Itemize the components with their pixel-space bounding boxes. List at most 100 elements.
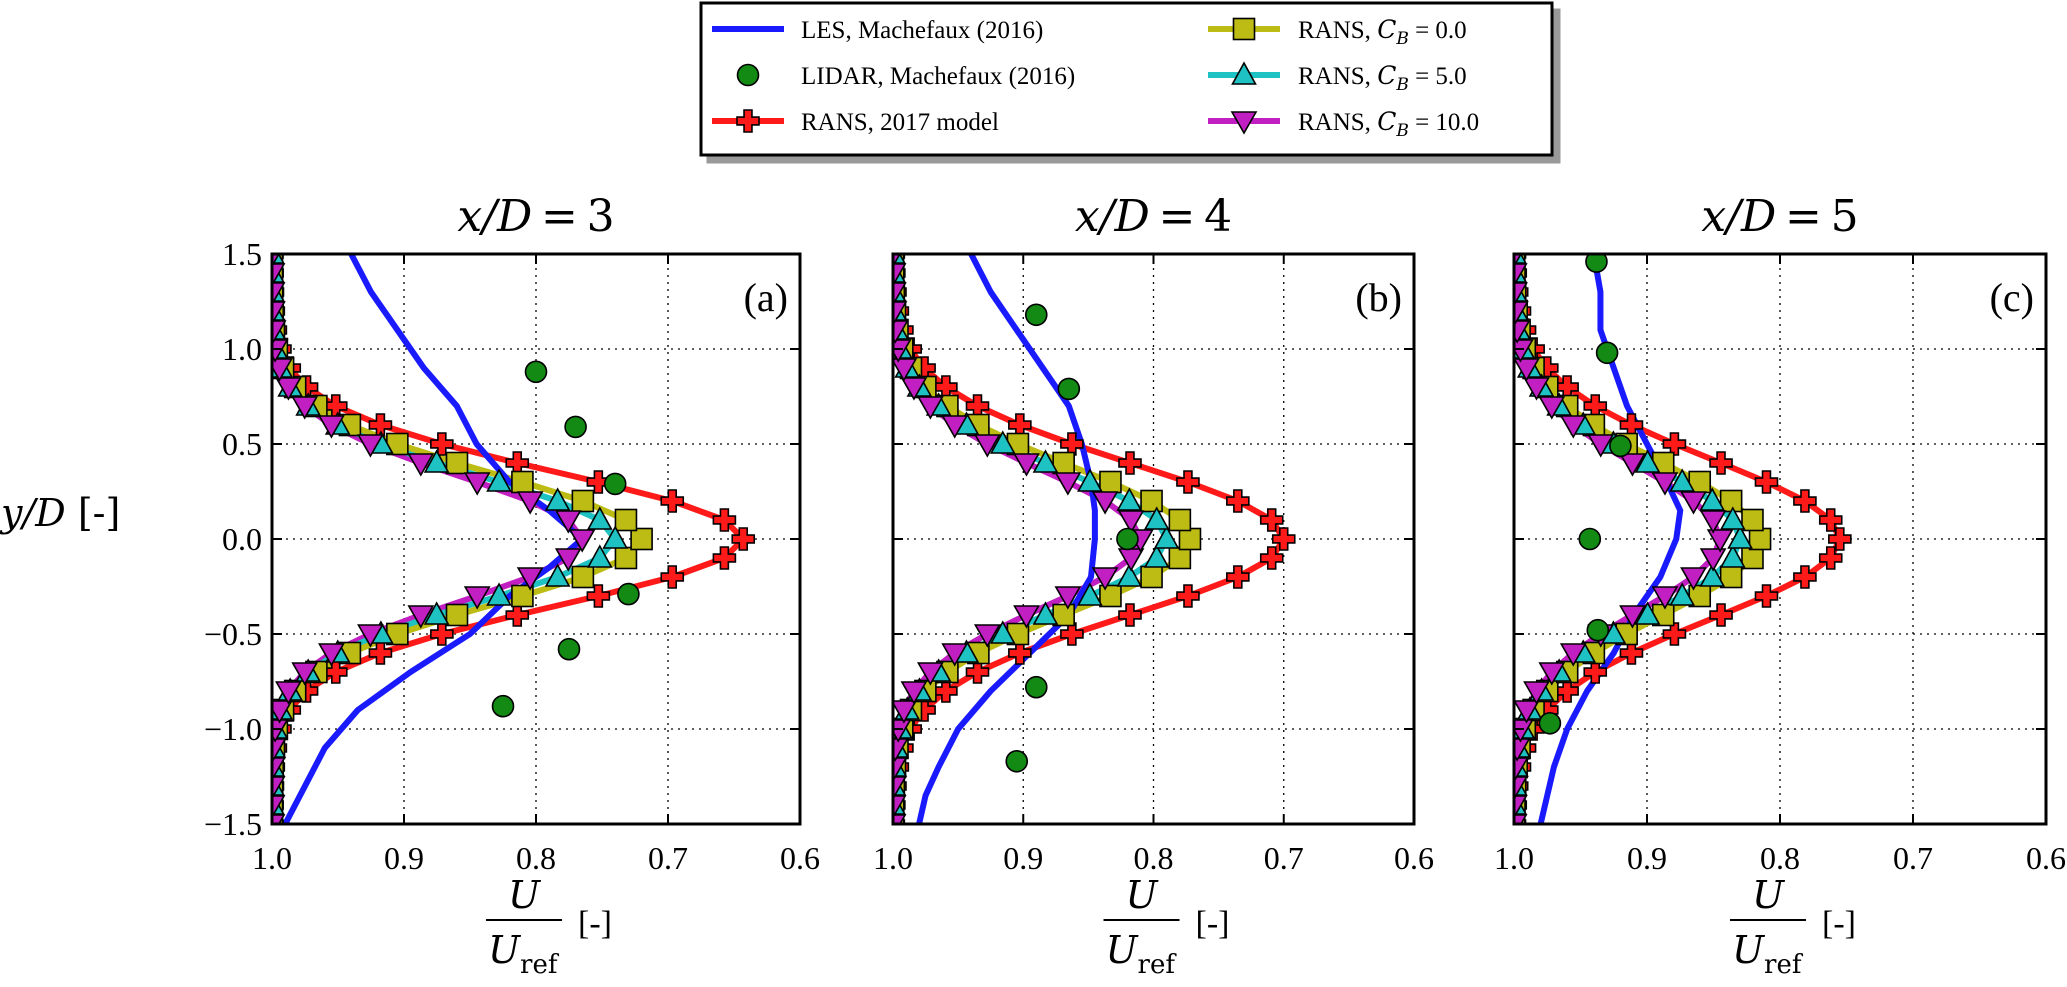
y-tick-label: 0.0 [222,521,262,557]
data-point-rans2017 [368,641,393,665]
data-point-rans2017 [1754,470,1779,494]
panel-title-var: x/D [1701,191,1776,242]
x-tick-label: 0.6 [780,840,820,876]
y-label: y/D [-] [0,491,120,535]
legend-symbol-C: C [1377,15,1396,44]
panel-label: (c) [1990,275,2034,320]
data-point-rans2017 [1662,432,1687,456]
data-point-cb5 [586,506,613,530]
legend-label-cb0: RANS, CB = 0.0 [1298,15,1467,49]
x-label-unit: [-] [1196,905,1230,942]
x-label-denominator: Uref [1106,928,1178,980]
data-point-cb0 [614,546,638,570]
x-tick-label: 0.6 [2026,840,2066,876]
data-point-rans2017 [1008,641,1032,665]
data-point-cb0 [571,565,595,589]
x-label-denominator: Uref [1732,928,1804,980]
data-point-cb10 [1680,491,1707,515]
legend-marker-lidar [736,63,760,87]
x-label-denominator-U: U [1106,928,1140,972]
data-point-rans2017 [586,470,611,494]
data-point-rans2017 [1709,603,1733,627]
panel-label: (b) [1355,275,1402,320]
legend: LES, Machefaux (2016) LIDAR, Machefaux (2… [699,1,1554,157]
x-label-denominator-ref: ref [520,950,560,980]
legend-symbol-B: B [1395,29,1409,49]
data-point-lidar [1116,527,1139,551]
data-point-cb10 [1054,586,1082,610]
data-point-lidar [1586,618,1610,642]
data-point-cb10 [1117,510,1145,534]
data-point-cb10 [272,358,293,382]
data-point-cb10 [1706,529,1734,553]
data-point-cb10 [1699,510,1727,534]
data-point-cb10 [1523,377,1550,401]
data-point-lidar [1578,527,1602,551]
data-point-cb5 [1116,563,1143,587]
x-label-unit: [-] [578,905,612,942]
data-point-cb5 [586,544,613,568]
data-point-cb10 [1514,358,1540,382]
legend-marker-cb5 [1231,61,1257,85]
data-point-rans2017 [1754,584,1779,608]
data-point-rans2017 [1226,565,1250,589]
data-point-rans2017 [1828,527,1852,551]
data-point-cb10 [1699,548,1727,572]
data-point-cb10 [893,339,912,363]
data-point-cb10 [973,624,1001,648]
data-point-cb5 [544,563,571,587]
data-point-cb0 [1748,527,1772,551]
data-point-cb10 [1514,700,1540,724]
data-point-rans2017 [660,565,685,589]
panel-title-eq: = 4 [1150,191,1232,242]
data-point-cb5 [989,430,1016,454]
panel-title-var: x/D [457,191,532,242]
data-point-cb5 [1143,544,1170,568]
data-point-cb10 [1054,472,1082,496]
legend-label-value: = 10.0 [1409,109,1479,136]
data-point-rans2017 [1793,489,1817,513]
data-point-lidar [1609,434,1632,458]
panel-title: x/D = 4 [1075,191,1232,242]
plot-series [272,254,756,824]
data-point-cb10 [1013,453,1040,477]
panel-title-var: x/D [1075,191,1150,242]
data-point-lidar [1057,377,1081,401]
data-point-cb10 [900,377,928,401]
y-tick-label: −0.5 [204,616,262,652]
data-point-rans2017 [1176,470,1200,494]
legend-symbol-C: C [1377,107,1396,136]
x-label-unit: [-] [1822,905,1856,942]
data-point-rans2017 [1259,546,1284,570]
y-label-var: y/D [0,491,66,535]
data-point-cb10 [516,491,544,515]
legend-marker-rans2017 [736,109,760,133]
legend-symbol-C: C [1377,61,1396,90]
data-point-rans2017 [586,584,611,608]
legend-label-les: LES, Machefaux (2016) [801,17,1043,44]
data-point-rans2017 [731,527,756,551]
x-tick-label: 0.8 [1760,840,1800,876]
data-point-cb0 [1168,508,1192,532]
data-point-rans2017 [1619,641,1644,665]
data-point-cb0 [614,508,638,532]
legend-label-cb10: RANS, CB = 10.0 [1298,107,1479,141]
x-label-denominator-ref: ref [1764,950,1804,980]
data-point-cb10 [1013,605,1040,629]
x-label-denominator: Uref [488,928,560,980]
data-point-cb10 [916,396,944,420]
data-point-cb0 [1140,565,1163,589]
data-point-cb10 [916,662,944,686]
data-point-cb5 [1077,468,1103,492]
x-tick-label: 0.9 [384,840,424,876]
data-point-cb0 [1052,603,1075,627]
data-point-rans2017 [505,603,530,627]
data-point-cb10 [893,700,918,724]
plot-area [272,254,800,824]
data-point-rans2017 [1793,565,1817,589]
data-point-cb10 [1559,415,1587,439]
legend-label-rans2017: RANS, 2017 model [801,109,999,136]
data-point-cb5 [1669,582,1696,606]
